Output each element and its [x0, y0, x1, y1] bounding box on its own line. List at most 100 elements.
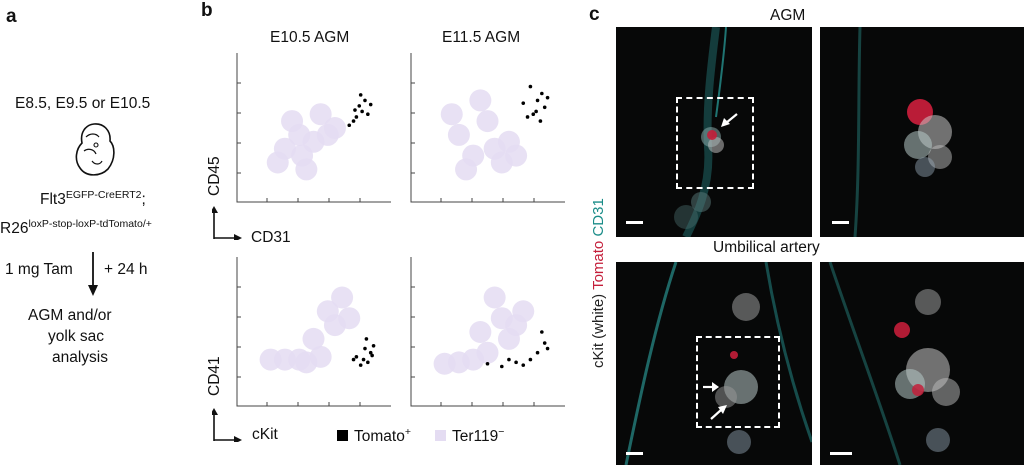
zoom-inset-box [676, 97, 754, 189]
panel-c-letter: c [589, 4, 600, 25]
ter119-point [331, 286, 354, 309]
tomato-point [370, 353, 374, 358]
ter119-point [309, 103, 332, 126]
stain-cd31: CD31 [590, 198, 607, 241]
tomato-point [542, 105, 547, 110]
allele-r26: R26loxP-stop-loxP-tdTomato/+ [0, 219, 152, 237]
legend-ter119-swatch [435, 430, 446, 442]
ter119-point [505, 144, 528, 167]
tomato-point [545, 346, 550, 351]
down-arrow-icon [87, 252, 99, 297]
panel-a-letter: a [6, 6, 17, 27]
stain-ckit: cKit (white) [590, 289, 607, 368]
ter119-point [433, 352, 456, 375]
tomato-point [366, 112, 370, 116]
legend-tomato-label: Tomato+ [354, 427, 411, 445]
ter119-point [288, 123, 311, 146]
allele-sep: ; [141, 191, 146, 208]
allele-r26-sup: loxP-stop-loxP-tdTomato/+ [28, 218, 152, 230]
ter119-point [455, 158, 478, 181]
tomato-point [361, 357, 366, 362]
chase-time: + 24 h [104, 261, 148, 278]
row-title-umbilical: Umbilical artery [713, 239, 820, 256]
micrograph-agm-overview [616, 27, 812, 237]
tomato-point [360, 109, 364, 114]
col-title-e115: E11.5 AGM [442, 29, 521, 46]
white-arrow-icon [720, 113, 738, 134]
tomato-point [366, 360, 370, 365]
ter119-point [309, 345, 332, 368]
tomato-point [531, 112, 536, 116]
tomato-point [521, 363, 526, 367]
xlabel-cd31: CD31 [251, 229, 291, 246]
tomato-point [363, 98, 367, 103]
white-arrow-icon [710, 404, 728, 425]
allele-r26-base: R26 [0, 220, 29, 237]
tomato-point [363, 346, 367, 351]
ter119-point [338, 307, 361, 330]
tomato-point [535, 350, 540, 355]
tomato-point [535, 98, 540, 103]
zoom-inset-box [696, 336, 780, 428]
plot-axes [410, 257, 565, 407]
plot-axes [410, 53, 565, 203]
legend-ter119-text: Ter119 [452, 428, 499, 445]
tomato-point [545, 95, 550, 100]
ter119-point [497, 327, 520, 350]
stain-side-label: cKit (white) Tomato CD31 [590, 198, 607, 368]
legend-ter119: Ter119− [435, 427, 504, 445]
ter119-point [440, 103, 463, 126]
tomato-point [368, 350, 373, 355]
ylabel-cd45: CD45 [206, 156, 223, 196]
stain-tomato: Tomato [590, 240, 607, 290]
tomato-point [507, 357, 511, 362]
tomato-point [347, 123, 352, 128]
micrograph-umbilical-overview [616, 262, 812, 465]
tomato-point [528, 357, 533, 362]
tomato-point [525, 115, 530, 119]
ter119-point [302, 327, 325, 350]
ter119-point [476, 110, 499, 133]
ylabel-cd41: CD41 [206, 356, 223, 396]
scatter-e115-cd41-ckit [410, 257, 565, 407]
tomato-point [351, 119, 356, 123]
tomato-point [371, 344, 376, 348]
scale-bar [626, 221, 643, 224]
legend-tomato-sup: + [404, 426, 411, 438]
tomato-point [368, 102, 373, 107]
panel-b-letter: b [201, 0, 213, 21]
plot-axes [236, 53, 391, 203]
micrograph-agm-zoom [820, 27, 1024, 237]
ter119-point [288, 348, 311, 371]
axis-arrows-row2 [210, 408, 242, 444]
embryo-icon [70, 121, 120, 179]
tomato-point [485, 361, 490, 366]
tomato-point [542, 341, 547, 345]
analysis-line-1: AGM and/or [28, 307, 112, 324]
scale-bar [830, 452, 852, 455]
analysis-line-3: analysis [52, 349, 108, 366]
tomato-point [357, 104, 362, 108]
tomato-point [540, 91, 544, 96]
legend-ter119-label: Ter119− [452, 427, 504, 445]
allele-flt3-base: Flt3 [40, 191, 66, 208]
row-title-agm: AGM [770, 7, 806, 24]
tomato-point [521, 101, 526, 105]
plot-axes [236, 257, 391, 407]
tomato-point [353, 108, 357, 112]
ter119-point [266, 151, 289, 174]
scale-bar [626, 452, 643, 455]
tomato-point [500, 364, 504, 369]
ter119-point [295, 158, 318, 181]
ter119-point [483, 286, 506, 309]
tomato-point [358, 363, 363, 367]
scatter-e115-cd45-cd31 [410, 53, 565, 203]
tomato-point [354, 355, 359, 359]
ter119-point [259, 348, 282, 371]
micrograph-umbilical-zoom [820, 262, 1024, 465]
tomato-point [514, 360, 518, 365]
allele-flt3: Flt3EGFP-CreERT2; [40, 190, 146, 208]
scatter-e105-cd45-cd31 [236, 53, 391, 203]
tomato-point [351, 357, 356, 362]
allele-flt3-sup: EGFP-CreERT2 [65, 189, 142, 201]
